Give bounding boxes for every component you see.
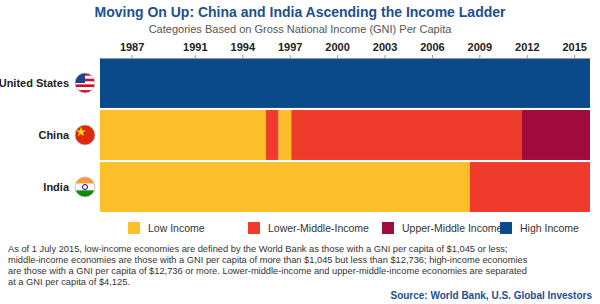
flag-stripe xyxy=(75,84,95,87)
tick-label: 2003 xyxy=(373,41,397,53)
tick: 2006 xyxy=(420,41,444,58)
footnote: As of 1 July 2015, low-income economies … xyxy=(8,244,528,287)
legend: Low Income Lower-Middle-Income Upper-Middl… xyxy=(128,222,579,234)
bar-segment xyxy=(100,58,590,108)
flag-rim xyxy=(75,177,95,197)
tick-mark xyxy=(385,55,386,58)
flag-rim xyxy=(75,125,95,145)
tick: 2015 xyxy=(562,41,586,58)
tick: 2009 xyxy=(468,41,492,58)
legend-label: Lower-Middle-Income xyxy=(268,222,369,234)
source: Source: World Bank, U.S. Global Investor… xyxy=(390,290,592,301)
bars xyxy=(100,58,590,212)
tick-mark xyxy=(337,55,338,58)
legend-swatch xyxy=(128,222,140,234)
note-line: at a GNI per capita of $4,125. xyxy=(8,277,130,287)
title: Moving On Up: China and India Ascending … xyxy=(95,4,507,20)
legend-label: High Income xyxy=(520,222,579,234)
tick-mark xyxy=(432,55,433,58)
bar-segment xyxy=(100,162,470,212)
note-line: As of 1 July 2015, low-income economies … xyxy=(8,244,508,254)
tick-mark xyxy=(574,55,575,58)
tick-label: 1987 xyxy=(120,41,144,53)
category-label: United States xyxy=(0,77,69,89)
tick-label: 2006 xyxy=(420,41,444,53)
category-label: China xyxy=(38,129,69,141)
flag-stripe xyxy=(75,184,95,191)
tick-label: 2009 xyxy=(468,41,492,53)
bar-segment xyxy=(100,110,266,160)
note-line: are those with a GNI per capita of $12,7… xyxy=(8,266,527,276)
tick-mark xyxy=(527,55,528,58)
flag xyxy=(75,125,95,145)
tick: 1987 xyxy=(120,41,144,58)
category-labels: United States China India xyxy=(0,77,70,193)
tick: 2003 xyxy=(373,41,397,58)
flag xyxy=(75,177,95,197)
x-axis: 1987 1991 1994 1997 2000 2003 2006 2009 2012 2015 xyxy=(101,41,591,59)
axis-line xyxy=(101,58,591,59)
legend-swatch xyxy=(500,222,512,234)
chart: Moving On Up: China and India Ascending … xyxy=(0,0,600,304)
tick-label: 1994 xyxy=(231,41,256,53)
flag-field xyxy=(75,125,95,145)
tick-label: 2012 xyxy=(515,41,539,53)
tick-mark xyxy=(132,55,133,58)
bar-segment xyxy=(279,110,292,160)
flag-rim xyxy=(75,73,95,93)
tick-label: 2000 xyxy=(325,41,349,53)
category-label: India xyxy=(43,181,70,193)
legend-label: Upper-Middle Income xyxy=(402,222,503,234)
flag-wheel xyxy=(83,185,88,190)
tick: 1997 xyxy=(278,41,302,58)
flag xyxy=(75,73,95,93)
tick-mark xyxy=(195,55,196,58)
subtitle: Categories Based on Gross National Incom… xyxy=(149,23,453,35)
note-line: middle-income economies are those with a… xyxy=(8,255,528,265)
tick-mark xyxy=(479,55,480,58)
tick-label: 1997 xyxy=(278,41,302,53)
bar-segment xyxy=(291,110,522,160)
bar-segment xyxy=(470,162,590,212)
tick: 2012 xyxy=(515,41,539,58)
legend-swatch xyxy=(248,222,260,234)
tick-label: 2015 xyxy=(562,41,586,53)
tick: 1991 xyxy=(183,41,207,58)
tick: 2000 xyxy=(325,41,349,58)
tick-mark xyxy=(242,55,243,58)
tick-label: 1991 xyxy=(183,41,207,53)
bar-segment xyxy=(266,110,279,160)
legend-label: Low Income xyxy=(148,222,205,234)
bar-segment xyxy=(522,110,590,160)
legend-swatch xyxy=(382,222,394,234)
tick-mark xyxy=(290,55,291,58)
tick: 1994 xyxy=(231,41,256,58)
